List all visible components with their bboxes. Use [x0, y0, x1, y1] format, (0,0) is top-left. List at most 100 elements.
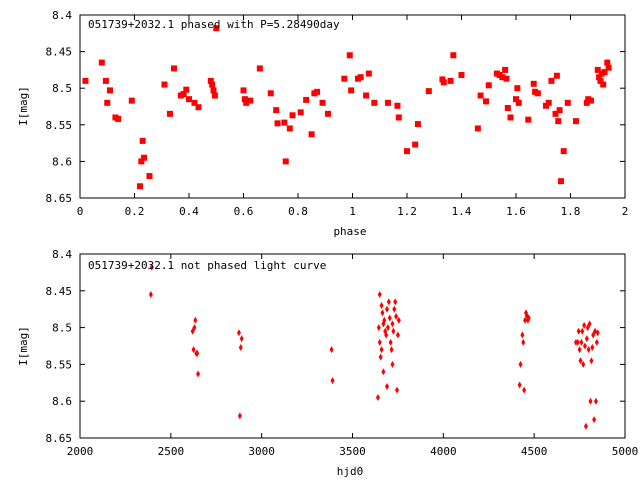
data-point	[394, 313, 399, 321]
data-point	[297, 109, 304, 116]
data-point	[584, 335, 589, 343]
data-point	[180, 91, 187, 98]
data-point	[195, 104, 202, 111]
data-point	[98, 59, 105, 66]
data-point	[590, 343, 595, 351]
data-point	[388, 338, 393, 346]
y-tick-label: 8.4	[52, 248, 72, 261]
data-point	[588, 397, 593, 405]
data-point	[381, 368, 386, 376]
data-point	[605, 64, 612, 71]
data-point	[395, 331, 400, 339]
x-tick-label: 0.4	[179, 205, 199, 218]
y-tick-label: 8.55	[46, 358, 73, 371]
x-tick-label: 4500	[521, 445, 548, 458]
data-point	[548, 77, 555, 84]
data-point	[308, 131, 315, 138]
data-point	[440, 79, 447, 86]
data-point	[286, 125, 293, 132]
phased-x-axis-label: phase	[333, 225, 366, 238]
data-point	[583, 422, 588, 430]
data-point	[458, 72, 465, 79]
data-point	[593, 397, 598, 405]
data-point	[371, 99, 378, 106]
data-point	[485, 82, 492, 89]
unphased-x-ticks: 2000 2500 3000 3500 4000 4500 5000	[67, 254, 639, 458]
data-point	[553, 72, 560, 79]
data-point	[586, 346, 591, 354]
data-point	[583, 342, 588, 350]
unphased-y-ticks: 8.4 8.45 8.5 8.55 8.6 8.65	[46, 248, 625, 445]
phased-light-curve-plot: 0 0.2 0.4 0.6 0.8 1 1.2 1.4 1.6 1.8 2 8.48.458.58.…	[17, 9, 628, 238]
data-point	[378, 353, 383, 361]
data-point	[385, 324, 390, 332]
data-point	[502, 66, 509, 73]
data-point	[395, 386, 400, 394]
data-point	[191, 346, 196, 354]
data-point	[382, 316, 387, 324]
data-point	[577, 346, 582, 354]
data-point	[102, 77, 109, 84]
data-point	[239, 335, 244, 343]
data-point	[314, 88, 321, 95]
data-point	[166, 110, 173, 117]
data-point	[363, 92, 370, 99]
data-point	[589, 357, 594, 365]
data-point	[513, 96, 519, 103]
data-point	[192, 324, 197, 332]
y-tick-label: 8.4	[52, 9, 72, 22]
data-point	[503, 75, 510, 82]
data-point	[474, 125, 481, 132]
data-point	[141, 154, 148, 161]
data-point	[196, 370, 201, 378]
data-point	[594, 338, 599, 346]
phased-y-axis-label: I[mag]	[17, 86, 30, 126]
data-point	[389, 346, 394, 354]
data-point	[552, 110, 559, 117]
data-point	[375, 394, 380, 402]
data-point	[171, 65, 178, 72]
x-tick-label: 1.2	[397, 205, 417, 218]
data-point	[330, 377, 335, 385]
data-point	[386, 298, 391, 306]
y-tick-label: 8.6	[52, 395, 72, 408]
data-point	[601, 69, 608, 76]
data-point	[241, 96, 248, 103]
data-point	[385, 382, 390, 390]
y-tick-label: 8.65	[46, 192, 73, 205]
data-point	[240, 87, 247, 94]
data-point	[520, 331, 525, 339]
data-point	[329, 346, 334, 354]
unphased-x-axis-label: hjd0	[337, 465, 364, 478]
data-point	[138, 158, 145, 165]
data-point	[385, 305, 390, 313]
data-point	[425, 88, 432, 95]
data-point	[148, 290, 153, 298]
data-point	[592, 416, 597, 424]
data-point	[282, 158, 289, 165]
y-tick-label: 8.55	[46, 119, 73, 132]
data-point	[384, 331, 389, 339]
data-point	[379, 346, 384, 354]
data-point	[390, 320, 395, 328]
data-point	[392, 305, 397, 313]
data-point	[572, 118, 579, 125]
x-tick-label: 0	[77, 205, 84, 218]
data-point	[384, 99, 391, 106]
data-point	[341, 75, 348, 82]
data-point	[587, 320, 592, 328]
data-point	[556, 107, 563, 114]
data-point	[396, 316, 401, 324]
data-point	[404, 148, 410, 155]
data-point	[146, 173, 153, 180]
data-point	[238, 343, 243, 351]
data-point	[596, 74, 603, 81]
x-tick-label: 0.6	[234, 205, 254, 218]
x-tick-label: 5000	[612, 445, 639, 458]
data-point	[530, 80, 537, 87]
data-point	[600, 81, 607, 88]
data-point	[186, 96, 192, 103]
data-point	[499, 74, 506, 81]
data-point	[281, 119, 288, 126]
